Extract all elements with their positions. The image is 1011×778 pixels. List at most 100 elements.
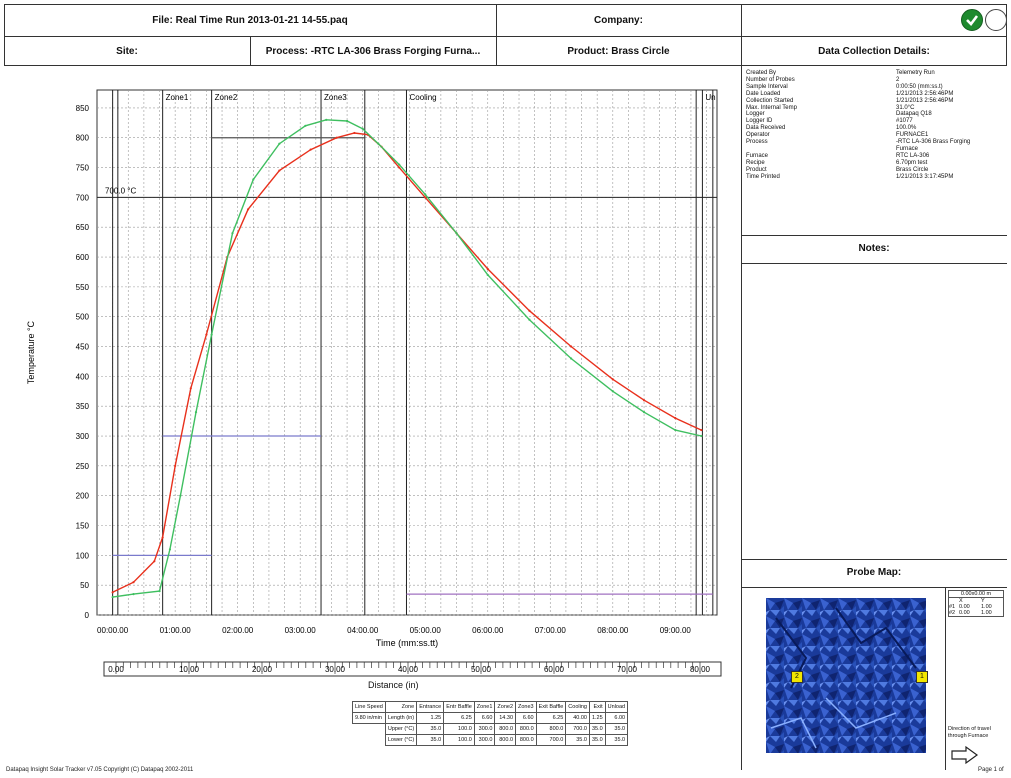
detail-value: 31.0°C bbox=[896, 104, 915, 111]
series-point bbox=[205, 333, 208, 336]
notes-divider bbox=[741, 263, 1007, 264]
detail-row: Created By Telemetry Run bbox=[746, 70, 1004, 77]
table-cell: 6.60 bbox=[473, 712, 496, 724]
x-tick-label: 01:00.00 bbox=[160, 626, 192, 635]
table-cell: 6.25 bbox=[443, 712, 475, 724]
detail-value: Datapaq Q18 bbox=[896, 111, 932, 118]
detail-key: Date Loaded bbox=[746, 90, 781, 97]
detail-value: 100.0% bbox=[896, 125, 917, 132]
table-row: Upper (°C) 35.0 100.0 300.0 800.0 800.0 800.0 7… bbox=[353, 723, 629, 735]
detail-key: Data Received bbox=[746, 125, 786, 132]
file-title: File: Real Time Run 2013-01-21 14-55.paq bbox=[152, 14, 348, 26]
series-point bbox=[278, 142, 281, 145]
table-cell: 35.0 bbox=[416, 723, 445, 735]
series-point bbox=[455, 232, 458, 235]
detail-value: -RTC LA-306 Brass Forging bbox=[896, 139, 971, 146]
footer-page: Page 1 of bbox=[978, 767, 1004, 773]
table-cell: 800.0 bbox=[494, 734, 517, 746]
series-point bbox=[361, 127, 364, 130]
series-point bbox=[174, 464, 177, 467]
distance-tick-label: 10.00 bbox=[179, 665, 200, 674]
process-label: Process: -RTC LA-306 Brass Forging Furna… bbox=[265, 45, 481, 57]
table-cell: 35.0 bbox=[588, 734, 606, 746]
distance-axis-box bbox=[103, 661, 722, 677]
x-axis-label: Time (mm:ss.tt) bbox=[376, 638, 438, 648]
table-cell: Upper (°C) bbox=[384, 723, 418, 735]
series-point bbox=[231, 232, 234, 235]
series-point bbox=[132, 593, 135, 596]
series-point bbox=[158, 590, 161, 593]
table-header-cell: Exit Baffle bbox=[535, 701, 567, 713]
probe-divider bbox=[741, 587, 1007, 588]
detail-key: Collection Started bbox=[746, 97, 794, 104]
probe-row-x: 0.00 bbox=[959, 610, 970, 616]
table-header-row: Line Speed Zone Entrance Entr Baffle Zone1 Zo… bbox=[352, 701, 629, 713]
distance-tick-label: 30.00 bbox=[325, 665, 346, 674]
detail-key: Product bbox=[746, 166, 767, 173]
table-cell: 100.0 bbox=[443, 734, 475, 746]
table-cell: 14.30 bbox=[494, 712, 517, 724]
series-point bbox=[642, 399, 646, 402]
table-cell: 800.0 bbox=[535, 723, 567, 735]
detail-key bbox=[746, 146, 896, 153]
detail-value: RTC LA-306 bbox=[896, 152, 930, 159]
detail-key: Furnace bbox=[746, 152, 769, 159]
table-row: 9.80 in/min Length (in) 1.25 6.25 6.60 14.30 6… bbox=[352, 712, 629, 724]
series-point bbox=[335, 136, 338, 139]
detail-key: Logger bbox=[746, 111, 765, 118]
y-tick-label: 700 bbox=[76, 193, 90, 202]
x-tick-label: 03:00.00 bbox=[285, 626, 317, 635]
x-tick-label: 08:00.00 bbox=[597, 626, 629, 635]
detail-row: Date Loaded 1/21/2013 2:56:46PM bbox=[746, 91, 1004, 98]
detail-value: Brass Circle bbox=[896, 166, 929, 173]
probe-row-x: 0.00 bbox=[959, 604, 970, 610]
y-tick-label: 400 bbox=[76, 372, 90, 381]
detail-row: Time Printed 1/21/2013 3:17:45PM bbox=[746, 174, 1004, 181]
detail-key: Logger ID bbox=[746, 118, 773, 125]
detail-key: Time Printed bbox=[746, 173, 780, 180]
series-point bbox=[528, 309, 531, 312]
y-tick-label: 500 bbox=[76, 313, 90, 322]
x-tick-label: 06:00.00 bbox=[472, 626, 504, 635]
probe-row-id: #2 bbox=[949, 610, 956, 616]
detail-value: 1/21/2013 3:17:45PM bbox=[896, 173, 954, 180]
table-cell: 100.0 bbox=[443, 723, 475, 735]
y-tick-label: 850 bbox=[76, 104, 90, 113]
table-header-cell: Unload bbox=[604, 701, 629, 713]
detail-key: Created By bbox=[746, 70, 777, 76]
table-header-cell: Entr Baffle bbox=[443, 701, 475, 713]
table-cell: 800.0 bbox=[494, 723, 517, 735]
series-point bbox=[345, 119, 349, 123]
table-header-cell: Cooling bbox=[565, 701, 590, 713]
detail-row: Product Brass Circle bbox=[746, 167, 1004, 174]
x-tick-label: 07:00.00 bbox=[535, 626, 567, 635]
series-point bbox=[570, 357, 573, 360]
series-point bbox=[700, 428, 703, 432]
x-tick-label: 09:00.00 bbox=[660, 626, 692, 635]
probe-marker-1: 1 bbox=[916, 671, 928, 683]
detail-key: Sample Interval bbox=[746, 83, 788, 90]
detail-key: Number of Probes bbox=[746, 76, 795, 83]
series-point bbox=[246, 208, 250, 211]
detail-row: Number of Probes 2 bbox=[746, 77, 1004, 84]
table-header-cell: Zone3 bbox=[515, 701, 537, 713]
check-icon[interactable] bbox=[961, 9, 983, 31]
series-point bbox=[111, 596, 114, 599]
status-circle-icon[interactable] bbox=[985, 9, 1007, 31]
probe-divider bbox=[945, 587, 946, 770]
footer-copyright: Datapaq Insight Solar Tracker v7.05 Copy… bbox=[6, 767, 194, 773]
y-tick-label: 200 bbox=[76, 492, 90, 501]
series-point bbox=[674, 417, 677, 420]
distance-tick-label: 20.00 bbox=[252, 665, 273, 674]
detail-value: 6.70pm test bbox=[896, 159, 928, 166]
series-point bbox=[642, 411, 646, 414]
distance-tick-label: 80.00 bbox=[690, 665, 711, 674]
detail-row: Logger ID #1077 bbox=[746, 118, 1004, 125]
distance-axis: 0.00 10.00 20.00 30.00 40.00 50.00 60.00 70.00 8… bbox=[103, 661, 722, 677]
distance-tick-label: 50.00 bbox=[471, 665, 492, 674]
y-tick-label: 550 bbox=[76, 283, 90, 292]
probe-divider bbox=[741, 559, 1007, 560]
y-tick-label: 150 bbox=[76, 522, 90, 531]
series-point bbox=[486, 273, 489, 277]
table-cell: 35.0 bbox=[604, 723, 629, 735]
